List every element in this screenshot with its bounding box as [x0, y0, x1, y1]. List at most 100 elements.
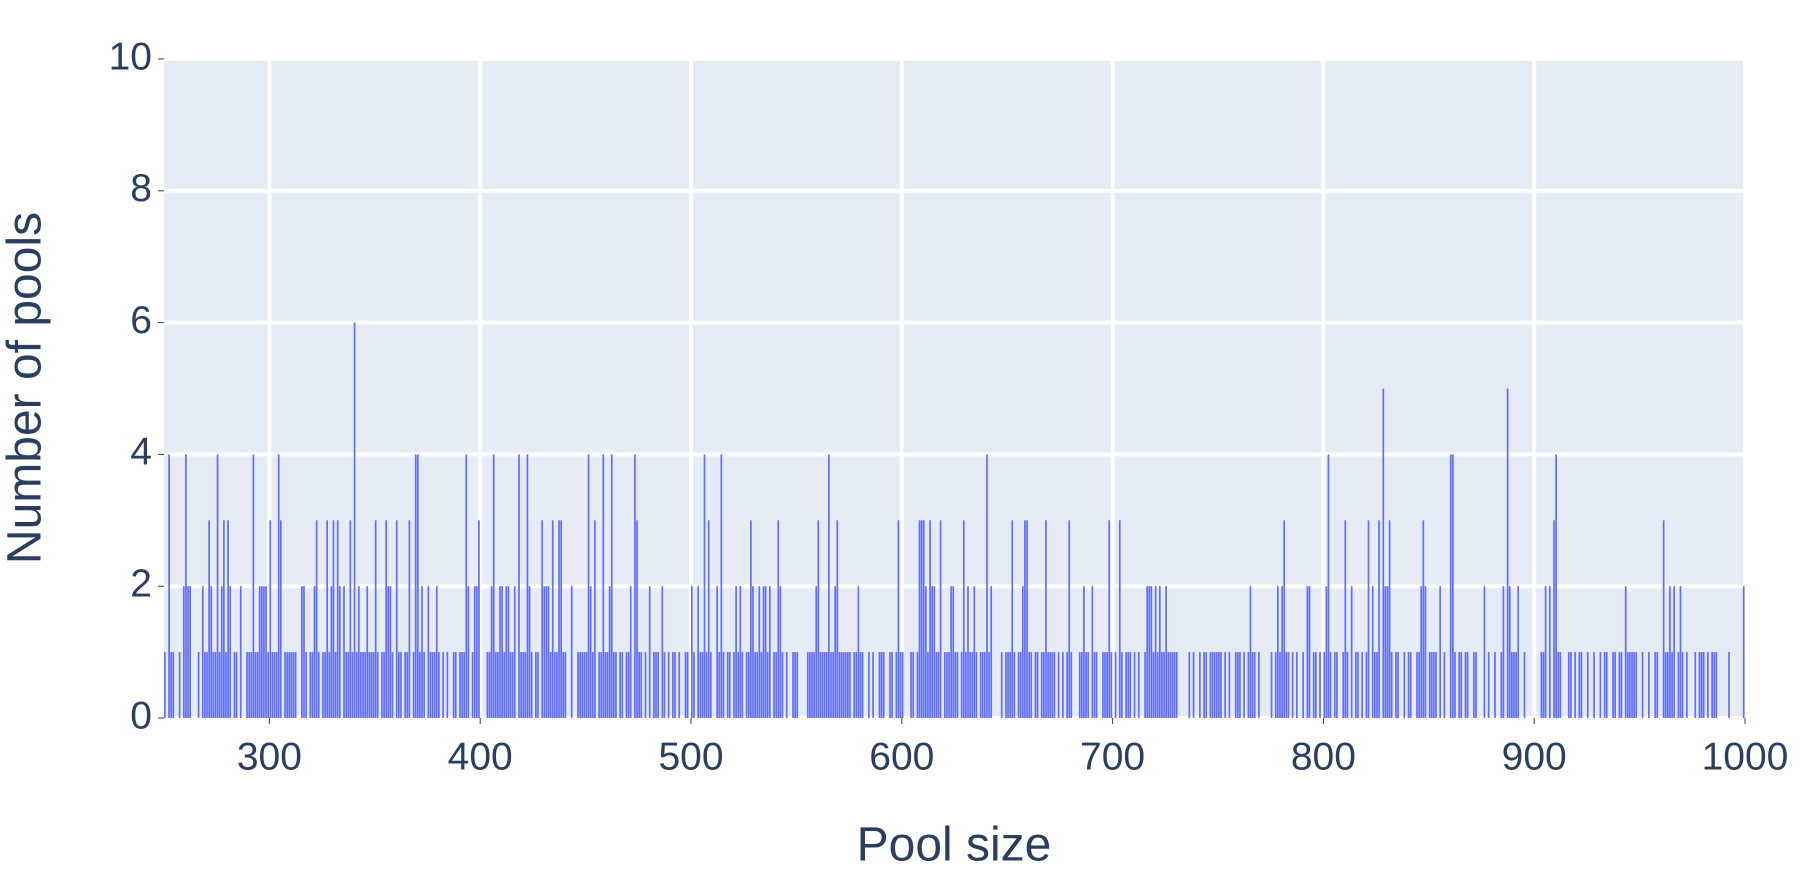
bar	[1433, 652, 1435, 718]
bar	[1382, 388, 1385, 718]
bar	[164, 652, 166, 718]
bar	[1152, 652, 1155, 718]
bar	[1443, 652, 1446, 718]
bar	[1165, 586, 1168, 718]
bar	[438, 652, 440, 718]
x-tick-label: 700	[1080, 735, 1145, 778]
bar	[1694, 652, 1697, 718]
bar	[634, 454, 636, 718]
bar	[1251, 652, 1254, 718]
bar	[427, 586, 430, 718]
bar	[1707, 652, 1709, 718]
bar	[513, 586, 516, 718]
bar	[461, 652, 463, 718]
bar	[338, 586, 341, 718]
bar	[385, 520, 388, 718]
bar	[267, 652, 269, 718]
bar	[478, 520, 480, 718]
bar	[501, 586, 503, 718]
bar	[1603, 652, 1606, 718]
bar	[1007, 652, 1009, 718]
bar	[1169, 652, 1172, 718]
bar	[1017, 652, 1020, 718]
bar	[1728, 652, 1730, 718]
bar	[606, 652, 609, 718]
y-tick-label: 2	[130, 562, 152, 605]
bar	[1685, 652, 1688, 718]
bar	[522, 652, 525, 718]
bar	[490, 586, 493, 718]
bar	[347, 652, 350, 718]
bar	[225, 652, 227, 718]
bar	[750, 520, 752, 718]
bar	[1397, 652, 1399, 718]
bar	[720, 454, 723, 718]
bar	[1605, 652, 1608, 718]
bar	[813, 652, 815, 718]
bar	[1171, 652, 1174, 718]
bar	[1395, 652, 1397, 718]
bar	[1005, 652, 1007, 718]
bar	[916, 652, 919, 718]
bar	[1133, 652, 1136, 718]
bar	[1542, 652, 1545, 718]
bar	[674, 652, 676, 718]
bar	[263, 586, 265, 718]
bar	[324, 652, 326, 718]
bar	[494, 652, 497, 718]
bar	[408, 520, 411, 718]
bar	[762, 586, 765, 718]
bar	[709, 652, 712, 718]
bar	[406, 652, 409, 718]
bar	[317, 652, 320, 718]
bar	[1559, 652, 1562, 718]
bar	[756, 652, 759, 718]
bar	[1439, 586, 1442, 718]
bar	[1192, 652, 1195, 718]
bar	[581, 652, 584, 718]
bar	[1114, 652, 1117, 718]
bar	[395, 520, 398, 718]
bar	[1357, 652, 1359, 718]
bar	[1580, 652, 1583, 718]
bar	[309, 652, 312, 718]
bar	[553, 652, 556, 718]
bar	[284, 652, 286, 718]
bar	[564, 652, 567, 718]
bar	[353, 322, 356, 718]
bar	[1146, 586, 1149, 718]
bar	[1127, 652, 1130, 718]
bar	[218, 652, 221, 718]
bar	[366, 586, 369, 718]
bar	[823, 652, 826, 718]
bar	[1346, 652, 1349, 718]
bar	[446, 652, 449, 718]
bar	[535, 652, 537, 718]
bar	[1420, 586, 1423, 718]
bar	[1473, 652, 1475, 718]
bar	[1329, 652, 1332, 718]
bar	[383, 652, 385, 718]
bar	[691, 586, 693, 718]
bar	[857, 586, 860, 718]
bar	[878, 652, 881, 718]
bar	[345, 652, 347, 718]
bar	[400, 652, 402, 718]
bar	[1302, 652, 1305, 718]
bar	[313, 586, 316, 718]
bar	[505, 586, 508, 718]
bar	[229, 586, 232, 718]
bar	[1648, 652, 1650, 718]
bar	[1506, 388, 1509, 718]
bar	[1599, 652, 1602, 718]
bar	[1234, 652, 1237, 718]
bar	[360, 652, 362, 718]
bar	[1333, 652, 1336, 718]
bar	[779, 586, 782, 718]
bar	[376, 652, 379, 718]
bar	[1629, 652, 1631, 718]
bar	[686, 652, 689, 718]
bar	[1487, 652, 1490, 718]
bar	[1614, 652, 1617, 718]
bar	[1243, 652, 1246, 718]
